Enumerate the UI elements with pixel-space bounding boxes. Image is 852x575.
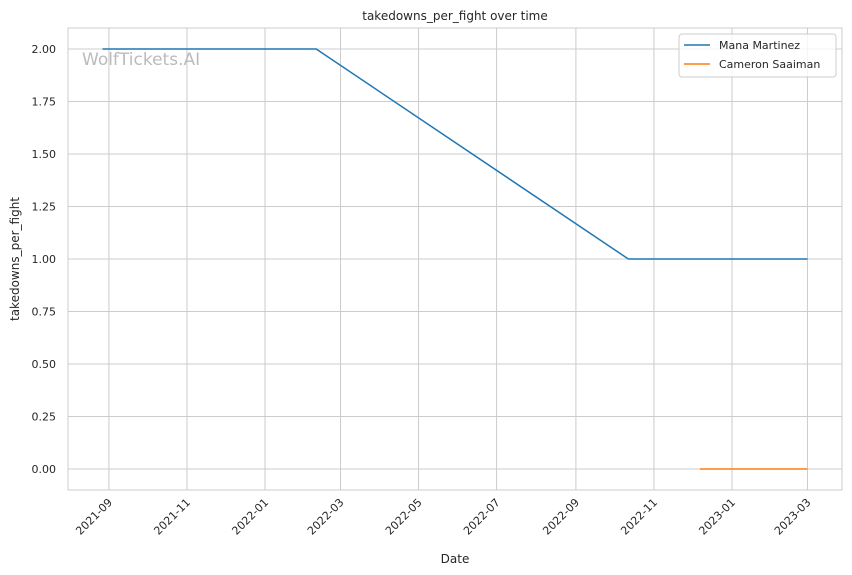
y-tick-label: 2.00 [32,43,57,56]
x-tick-label: 2021-11 [151,496,193,538]
x-tick-label: 2023-03 [772,496,814,538]
legend: Mana Martinez Cameron Saaiman [678,33,837,78]
y-tick-label: 1.50 [32,148,57,161]
y-tick-label: 0.50 [32,358,57,371]
x-tick-label: 2022-11 [618,496,660,538]
y-tick-label: 1.75 [32,96,57,109]
x-tick-label: 2022-01 [229,496,271,538]
x-axis-label: Date [441,552,470,566]
x-tick-label: 2023-01 [696,496,738,538]
x-tick-label: 2022-05 [383,496,425,538]
x-tick-label: 2021-09 [73,496,115,538]
y-tick-label: 1.25 [32,201,57,214]
y-tick-label: 0.75 [32,306,57,319]
legend-label-cameron-saaiman: Cameron Saaiman [719,58,820,71]
chart-title: takedowns_per_fight over time [362,9,548,23]
legend-label-mana-martinez: Mana Martinez [719,39,800,52]
y-tick-label: 0.25 [32,411,57,424]
y-tick-label: 0.00 [32,463,57,476]
x-tick-label: 2022-03 [305,496,347,538]
watermark: WolfTickets.AI [82,50,200,70]
x-tick-label: 2022-09 [540,496,582,538]
plot-area [67,27,843,491]
y-axis-label: takedowns_per_fight [8,197,22,321]
y-tick-label: 1.00 [32,253,57,266]
series-line-mana-martinez [102,48,808,260]
x-tick-label: 2022-07 [461,496,503,538]
